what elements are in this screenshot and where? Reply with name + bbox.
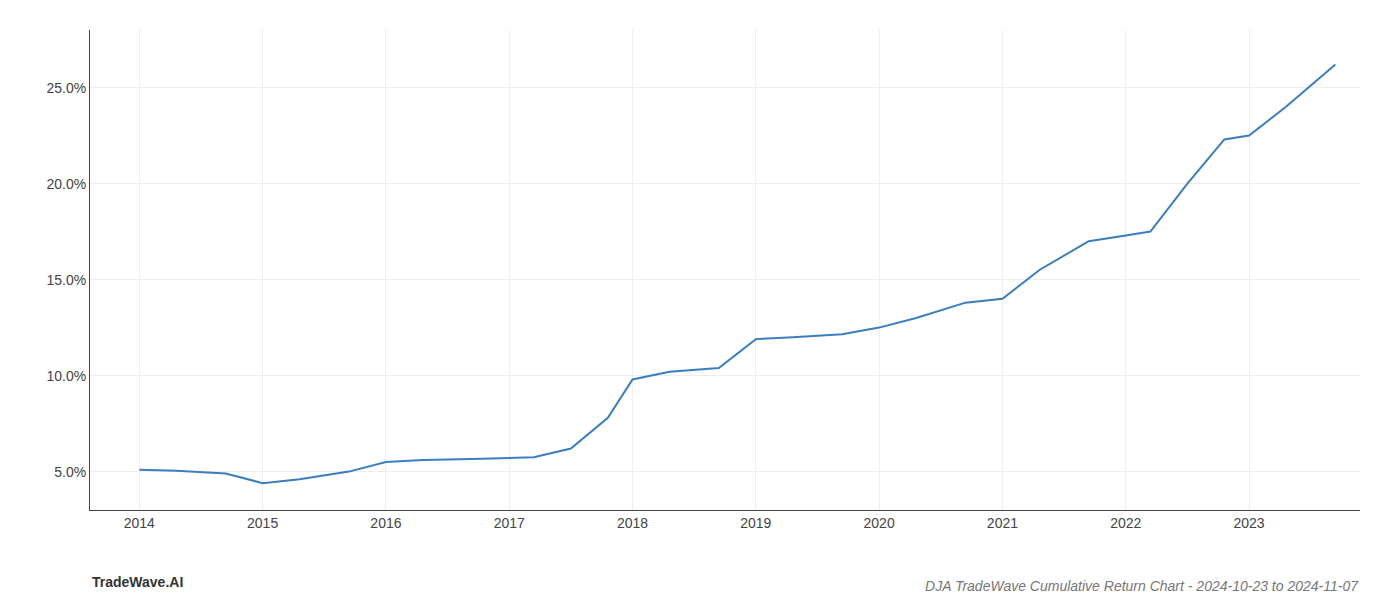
svg-text:2021: 2021 [987,515,1018,531]
svg-text:2014: 2014 [124,515,155,531]
svg-text:TradeWave.AI: TradeWave.AI [92,574,183,590]
svg-text:15.0%: 15.0% [46,272,86,288]
svg-text:2019: 2019 [740,515,771,531]
svg-text:2023: 2023 [1233,515,1264,531]
svg-text:2020: 2020 [864,515,895,531]
svg-text:2016: 2016 [370,515,401,531]
svg-text:2017: 2017 [494,515,525,531]
svg-text:DJA TradeWave Cumulative Retur: DJA TradeWave Cumulative Return Chart - … [925,578,1359,594]
svg-text:2015: 2015 [247,515,278,531]
svg-text:25.0%: 25.0% [46,80,86,96]
svg-text:2018: 2018 [617,515,648,531]
svg-text:20.0%: 20.0% [46,176,86,192]
svg-text:10.0%: 10.0% [46,368,86,384]
svg-text:2022: 2022 [1110,515,1141,531]
svg-text:5.0%: 5.0% [54,464,86,480]
